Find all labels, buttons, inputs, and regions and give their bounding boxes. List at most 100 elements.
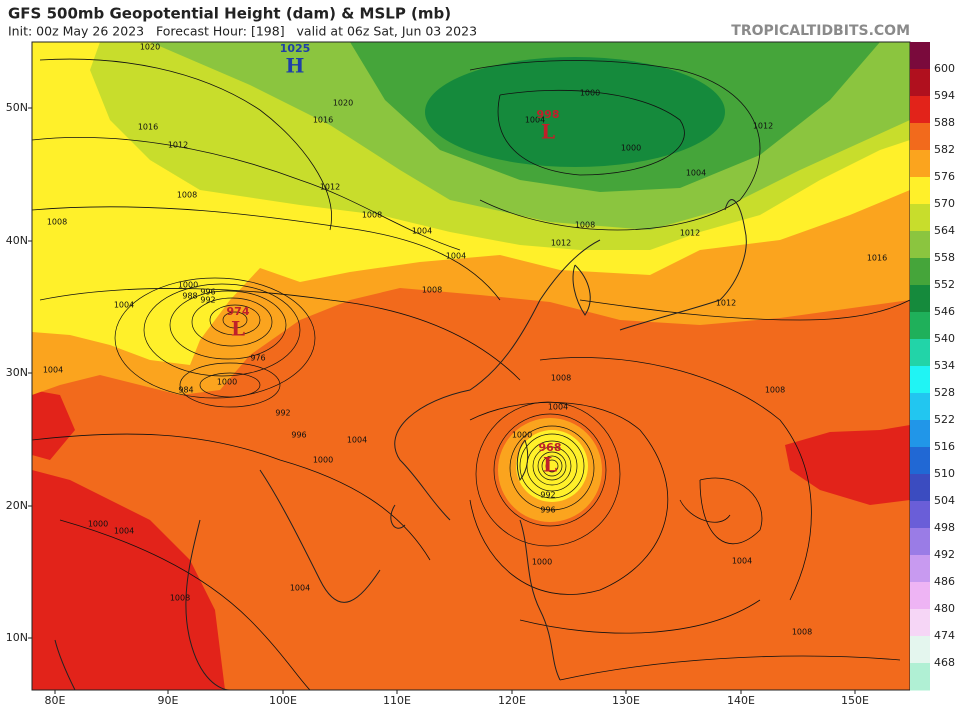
contour-label: 1020 — [140, 43, 160, 52]
colorbar-label: 564 — [934, 224, 955, 237]
colorbar-box — [910, 609, 930, 637]
contour-label: 1000 — [88, 520, 108, 529]
contour-label: 1000 — [313, 456, 333, 465]
colorbar-label: 600 — [934, 62, 955, 75]
contour-label: 1016 — [313, 116, 333, 125]
contour-label: 1004 — [114, 527, 134, 536]
contour-label: 1004 — [290, 584, 310, 593]
colorbar-label: 516 — [934, 440, 955, 453]
init-line: Init: 00z May 26 2023 Forecast Hour: [19… — [8, 24, 477, 39]
colorbar-label: 588 — [934, 116, 955, 129]
contour-label: 976 — [250, 354, 265, 363]
contour-label: 1004 — [114, 301, 134, 310]
colorbar-label: 528 — [934, 386, 955, 399]
colorbar-box — [910, 339, 930, 367]
center-value: 998 — [537, 108, 560, 121]
contour-label: 1004 — [412, 227, 432, 236]
contour-label: 1012 — [680, 229, 700, 238]
contour-label: 1004 — [446, 252, 466, 261]
colorbar-box — [910, 258, 930, 286]
lon-label: 140E — [727, 694, 755, 707]
colorbar-box — [910, 231, 930, 259]
title: GFS 500mb Geopotential Height (dam) & MS… — [8, 5, 451, 23]
contour-label: 1012 — [551, 239, 571, 248]
colorbar-box — [910, 555, 930, 583]
contour-label: 1000 — [178, 281, 198, 290]
contour-label: 984 — [178, 386, 193, 395]
colorbar-box — [910, 312, 930, 340]
source: TROPICALTIDBITS.COM — [731, 23, 910, 39]
contour-label: 1004 — [347, 436, 367, 445]
colorbar-label: 504 — [934, 494, 955, 507]
colorbar-box — [910, 420, 930, 448]
colorbar-label: 552 — [934, 278, 955, 291]
contour-label: 1008 — [765, 386, 785, 395]
colorbar-box — [910, 393, 930, 421]
colorbar-label: 468 — [934, 656, 955, 669]
colorbar-box — [910, 42, 930, 70]
colorbar-box — [910, 528, 930, 556]
contour-label: 1008 — [792, 628, 812, 637]
lat-label: 40N — [6, 234, 28, 247]
lat-label: 30N — [6, 366, 28, 379]
contour-label: 1000 — [512, 431, 532, 440]
contour-label: 1008 — [47, 218, 67, 227]
colorbar-label: 492 — [934, 548, 955, 561]
center-value: 1025 — [280, 42, 311, 55]
contour-label: 988 — [182, 292, 197, 301]
colorbar-box — [910, 285, 930, 313]
contour-label: 1008 — [575, 221, 595, 230]
lon-label: 80E — [45, 694, 66, 707]
colorbar-label: 546 — [934, 305, 955, 318]
contour-label: 1004 — [732, 557, 752, 566]
lon-label: 120E — [498, 694, 526, 707]
colorbar-label: 510 — [934, 467, 955, 480]
contour-label: 1016 — [867, 254, 887, 263]
contour-label: 1000 — [532, 558, 552, 567]
colorbar: 600 594 588 582 576 570 564 558 552 546 540 534 528 5… — [910, 42, 955, 691]
contour-label: 1008 — [422, 286, 442, 295]
contour-label: 1000 — [580, 89, 600, 98]
contour-label: 1008 — [170, 594, 190, 603]
colorbar-label: 534 — [934, 359, 955, 372]
colorbar-label: 582 — [934, 143, 955, 156]
contour-label: 996 — [540, 506, 555, 515]
colorbar-box — [910, 177, 930, 205]
colorbar-label: 474 — [934, 629, 955, 642]
center-letter: L — [543, 453, 557, 477]
colorbar-label: 576 — [934, 170, 955, 183]
colorbar-label: 594 — [934, 89, 955, 102]
contour-label: 996 — [291, 431, 306, 440]
lat-label: 50N — [6, 101, 28, 114]
contour-label: 1008 — [362, 211, 382, 220]
colorbar-label: 558 — [934, 251, 955, 264]
lon-label: 110E — [383, 694, 411, 707]
colorbar-box — [910, 69, 930, 97]
contour-label: 1012 — [716, 299, 736, 308]
lat-label: 20N — [6, 499, 28, 512]
contour-label: 1004 — [686, 169, 706, 178]
colorbar-label: 540 — [934, 332, 955, 345]
colorbar-label: 498 — [934, 521, 955, 534]
colorbar-box — [910, 636, 930, 664]
lon-label: 150E — [841, 694, 869, 707]
contour-label: 1016 — [138, 123, 158, 132]
lon-label: 100E — [269, 694, 297, 707]
contour-label: 1020 — [333, 99, 353, 108]
contour-label: 996 — [200, 288, 215, 297]
contour-label: 1004 — [43, 366, 63, 375]
lat-label: 10N — [6, 631, 28, 644]
contour-label: 1012 — [320, 183, 340, 192]
contour-label: 1004 — [525, 116, 545, 125]
colorbar-box — [910, 474, 930, 502]
colorbar-box — [910, 123, 930, 151]
contour-label: 1012 — [168, 141, 188, 150]
colorbar-box — [910, 663, 930, 691]
colorbar-box — [910, 582, 930, 610]
colorbar-label: 486 — [934, 575, 955, 588]
colorbar-box — [910, 96, 930, 124]
colorbar-box — [910, 501, 930, 529]
center-letter: H — [286, 54, 305, 78]
contour-label: 1012 — [753, 122, 773, 131]
